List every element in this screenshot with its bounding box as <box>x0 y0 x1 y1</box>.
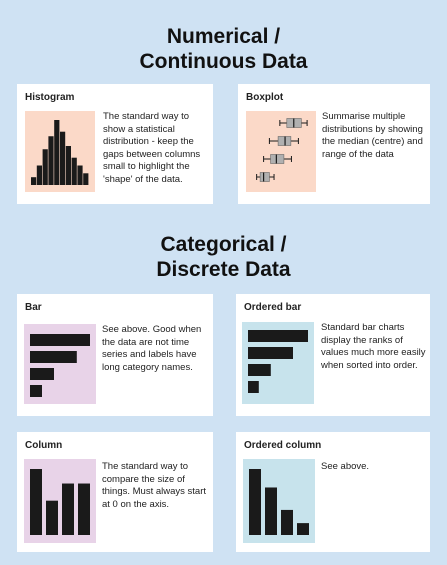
histogram-thumbnail <box>25 111 95 192</box>
ordered-bar-title: Ordered bar <box>244 302 302 313</box>
numerical-heading: Numerical / Continuous Data <box>0 24 447 74</box>
histogram-bar <box>36 165 42 185</box>
ordered-column-title: Ordered column <box>244 440 322 451</box>
histogram-bar <box>60 131 66 185</box>
ordered-bar-chart-bar <box>248 330 308 342</box>
categorical-heading-line-1: Categorical / <box>160 233 287 256</box>
histogram-icon <box>31 120 89 185</box>
bar-thumbnail <box>24 324 96 404</box>
histogram-bar <box>31 177 37 185</box>
bar-chart-bar <box>30 385 42 397</box>
ordered-bar-thumbnail <box>242 322 314 404</box>
histogram-bar <box>83 173 89 185</box>
ordered-bar-chart-bar <box>248 347 293 359</box>
ordered-column-chart-column <box>281 509 293 535</box>
bar-chart-bar <box>30 368 54 380</box>
column-chart-icon <box>30 469 90 535</box>
ordered-bar-chart-bar <box>248 364 271 376</box>
ordered-column-thumbnail <box>243 459 315 543</box>
bar-chart-icon <box>30 334 90 397</box>
boxplot-description: Summarise multiple distributions by show… <box>322 111 423 160</box>
column-chart-column <box>62 483 74 535</box>
categorical-heading: Categorical / Discrete Data <box>0 232 447 282</box>
ordered-bar-description: Standard bar charts display the ranks of… <box>321 322 426 371</box>
boxplot-card: Boxplot Summarise multiple distributions… <box>238 84 430 204</box>
ordered-column-card: Ordered column See above. <box>236 432 430 552</box>
boxplot-box <box>259 172 270 182</box>
ordered-column-chart-column <box>249 469 261 535</box>
column-chart-column <box>46 500 58 535</box>
histogram-card: Histogram The standard way to show a sta… <box>17 84 213 204</box>
histogram-bar <box>77 165 83 185</box>
histogram-bar <box>42 149 48 185</box>
numerical-heading-line-2: Continuous Data <box>139 50 308 73</box>
boxplot-thumbnail <box>246 111 316 192</box>
histogram-bar <box>48 136 54 185</box>
histogram-bar <box>71 157 77 185</box>
ordered-column-chart-icon <box>249 469 309 535</box>
ordered-column-chart-column <box>265 487 277 535</box>
ordered-bar-card: Ordered bar Standard bar charts display … <box>236 294 430 416</box>
bar-chart-bar <box>30 334 90 346</box>
ordered-column-chart-column <box>297 523 309 535</box>
boxplot-box <box>270 154 285 164</box>
bar-title: Bar <box>25 302 42 313</box>
numerical-heading-line-1: Numerical / <box>166 25 281 48</box>
column-thumbnail <box>24 459 96 543</box>
boxplot-icon <box>256 118 308 182</box>
column-chart-column <box>78 483 90 535</box>
histogram-description: The standard way to show a statistical d… <box>103 111 201 185</box>
bar-card: Bar See above. Good when the data are no… <box>17 294 213 416</box>
histogram-bar <box>65 146 71 185</box>
ordered-bar-chart-icon <box>248 330 308 393</box>
histogram-title: Histogram <box>25 92 75 103</box>
ordered-column-description: See above. <box>321 461 370 472</box>
column-chart-column <box>30 469 42 535</box>
boxplot-title: Boxplot <box>246 92 284 103</box>
column-description: The standard way to compare the size of … <box>102 461 207 510</box>
bar-chart-bar <box>30 351 77 363</box>
categorical-heading-line-2: Discrete Data <box>156 258 291 281</box>
ordered-bar-chart-bar <box>248 381 259 393</box>
histogram-bar <box>54 120 60 185</box>
column-title: Column <box>25 440 63 451</box>
bar-description: See above. Good when the data are not ti… <box>102 324 202 373</box>
column-card: Column The standard way to compare the s… <box>17 432 213 552</box>
